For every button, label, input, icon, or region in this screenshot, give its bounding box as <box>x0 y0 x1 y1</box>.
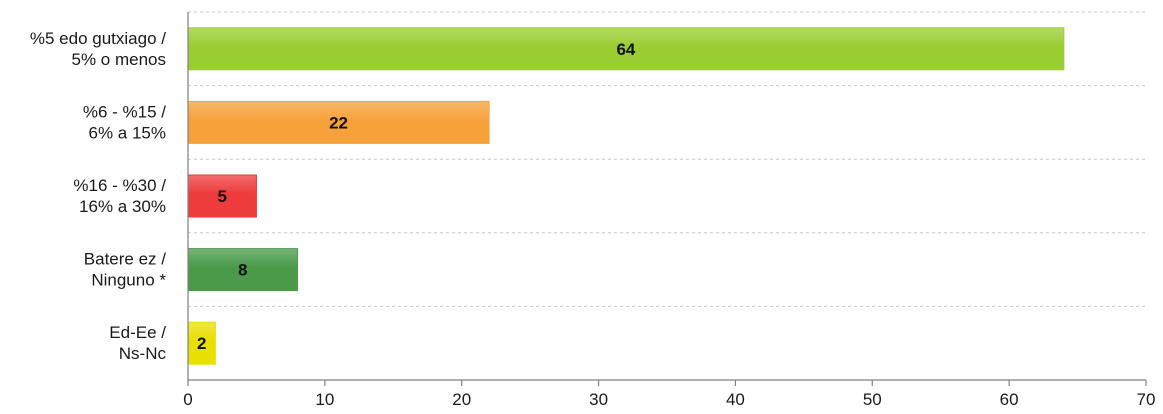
bar <box>187 100 490 144</box>
gridlines <box>188 11 1146 307</box>
category-label: %16 - %30 /16% a 30% <box>73 176 166 216</box>
bar <box>187 27 1065 71</box>
category-label: %6 - %15 /6% a 15% <box>83 102 166 142</box>
value-label: 8 <box>238 261 247 280</box>
x-tick-label: 20 <box>452 390 471 409</box>
x-tick-label: 10 <box>315 390 334 409</box>
x-tick-label: 40 <box>726 390 745 409</box>
value-label: 22 <box>329 113 348 132</box>
x-tick-label: 50 <box>863 390 882 409</box>
x-axis: 0 10 20 30 40 50 60 70 <box>183 12 1155 409</box>
value-label: 2 <box>197 334 206 353</box>
x-tick-label: 60 <box>1000 390 1019 409</box>
category-labels: %5 edo gutxiago /5% o menos %6 - %15 /6% … <box>30 29 167 363</box>
category-label: Batere ez / Ninguno * <box>84 250 167 290</box>
value-label: 64 <box>616 40 635 59</box>
bars: 64 22 5 8 2 <box>187 27 1065 365</box>
x-tick-label: 0 <box>183 390 192 409</box>
value-label: 5 <box>217 187 226 206</box>
x-tick-label: 70 <box>1137 390 1156 409</box>
category-label: %5 edo gutxiago /5% o menos <box>30 29 166 69</box>
x-tick-label: 30 <box>589 390 608 409</box>
bar <box>187 321 216 365</box>
bar <box>187 248 298 292</box>
category-label: Ed-Ee / Ns-Nc <box>109 323 166 363</box>
